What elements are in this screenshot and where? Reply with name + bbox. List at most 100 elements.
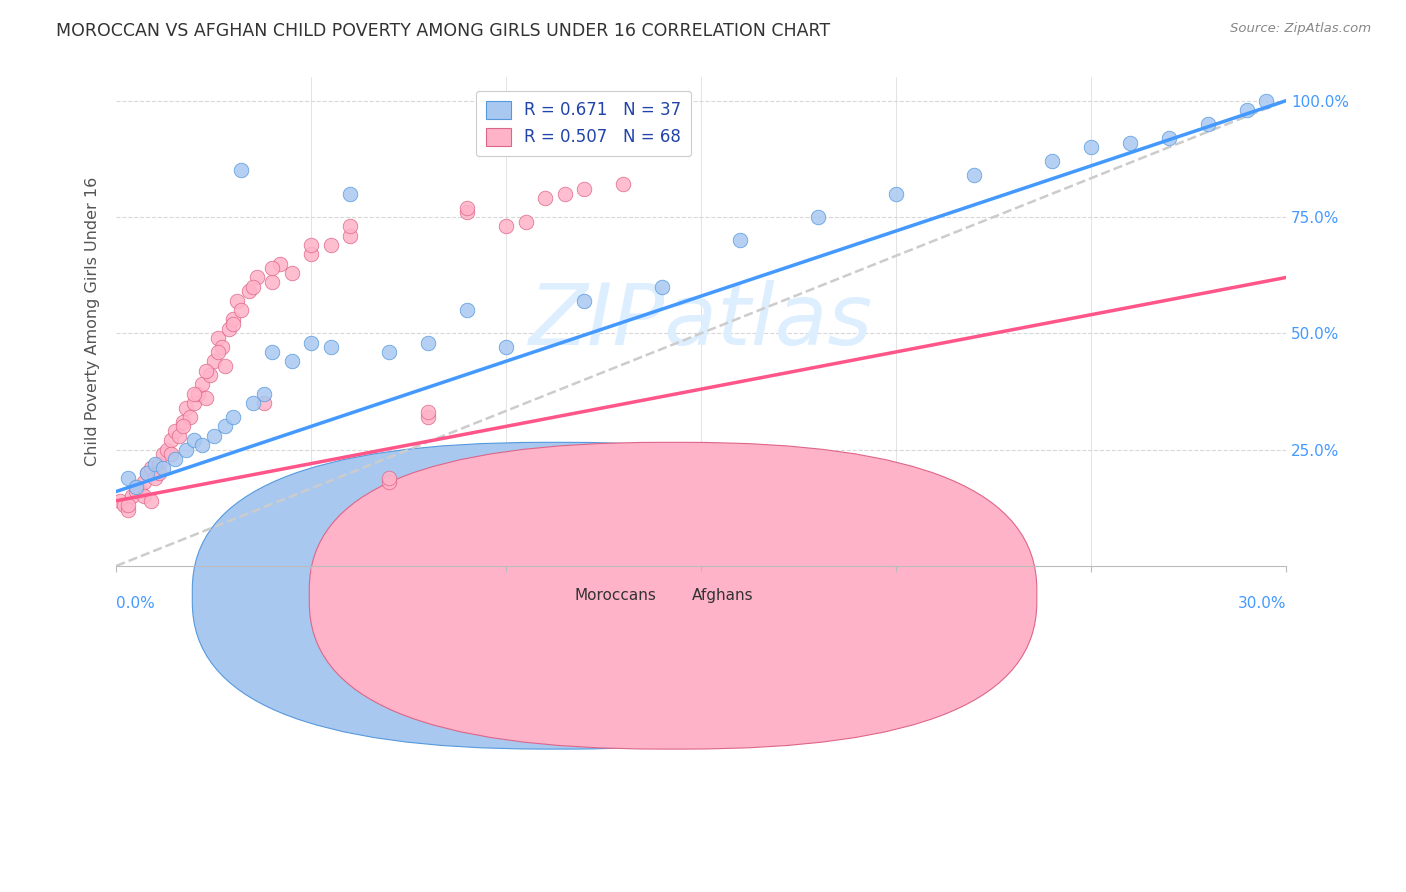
Point: [148, 457, 170, 471]
Point: [191, 438, 214, 452]
Point: [222, 312, 245, 326]
Point: [207, 345, 229, 359]
Point: [143, 470, 166, 484]
Point: [807, 210, 830, 224]
Point: [183, 396, 205, 410]
Point: [651, 280, 673, 294]
Point: [884, 186, 907, 201]
Point: [1236, 103, 1258, 117]
FancyBboxPatch shape: [309, 442, 1036, 749]
Point: [495, 219, 517, 234]
Point: [194, 363, 217, 377]
Point: [172, 419, 194, 434]
Point: [339, 228, 361, 243]
Point: [226, 293, 249, 308]
Point: [299, 247, 322, 261]
Point: [253, 396, 276, 410]
Point: [211, 340, 233, 354]
Point: [456, 201, 478, 215]
Point: [246, 270, 269, 285]
Point: [125, 480, 148, 494]
Point: [418, 410, 440, 425]
Point: [339, 219, 361, 234]
Point: [148, 466, 170, 480]
Point: [194, 392, 217, 406]
Point: [141, 461, 163, 475]
Point: [242, 280, 264, 294]
Point: [214, 419, 236, 434]
Point: [222, 317, 245, 331]
Point: [515, 214, 537, 228]
Point: [156, 442, 179, 457]
Point: [167, 428, 190, 442]
Point: [214, 359, 236, 373]
Point: [1157, 131, 1180, 145]
Point: [179, 410, 201, 425]
Point: [112, 499, 135, 513]
Point: [262, 345, 284, 359]
Point: [125, 484, 148, 499]
Point: [1080, 140, 1102, 154]
Point: [143, 457, 166, 471]
Point: [218, 321, 240, 335]
Point: [418, 335, 440, 350]
Point: [128, 484, 150, 499]
Point: [117, 499, 139, 513]
Point: [339, 186, 361, 201]
Text: MOROCCAN VS AFGHAN CHILD POVERTY AMONG GIRLS UNDER 16 CORRELATION CHART: MOROCCAN VS AFGHAN CHILD POVERTY AMONG G…: [56, 22, 831, 40]
Point: [253, 386, 276, 401]
Point: [378, 475, 401, 490]
Point: [1197, 117, 1219, 131]
Point: [160, 447, 183, 461]
Point: [117, 470, 139, 484]
Point: [242, 396, 264, 410]
FancyBboxPatch shape: [193, 442, 920, 749]
Point: [229, 303, 252, 318]
Text: Afghans: Afghans: [692, 588, 754, 603]
Point: [202, 428, 225, 442]
Point: [160, 434, 183, 448]
Point: [202, 354, 225, 368]
Point: [572, 182, 595, 196]
Point: [262, 275, 284, 289]
Point: [1256, 94, 1278, 108]
Point: [319, 340, 342, 354]
Point: [108, 493, 131, 508]
Point: [238, 285, 260, 299]
Point: [141, 493, 163, 508]
Point: [191, 377, 214, 392]
Point: [132, 475, 155, 490]
Point: [207, 331, 229, 345]
Point: [176, 442, 198, 457]
Point: [1040, 154, 1063, 169]
Point: [125, 480, 148, 494]
Text: 0.0%: 0.0%: [117, 596, 155, 611]
Point: [963, 168, 986, 182]
Point: [280, 266, 302, 280]
Point: [299, 335, 322, 350]
Point: [152, 461, 174, 475]
Point: [534, 191, 557, 205]
Point: [152, 447, 174, 461]
Point: [136, 466, 159, 480]
Point: [187, 386, 209, 401]
Point: [183, 386, 205, 401]
Point: [132, 489, 155, 503]
Point: [229, 163, 252, 178]
Point: [572, 293, 595, 308]
Point: [198, 368, 221, 383]
Point: [495, 340, 517, 354]
Point: [183, 434, 205, 448]
Point: [612, 178, 634, 192]
Point: [1119, 136, 1142, 150]
Point: [117, 503, 139, 517]
Point: [378, 345, 401, 359]
Point: [554, 186, 576, 201]
Point: [378, 470, 401, 484]
Y-axis label: Child Poverty Among Girls Under 16: Child Poverty Among Girls Under 16: [86, 177, 100, 467]
Text: Moroccans: Moroccans: [575, 588, 657, 603]
Point: [319, 238, 342, 252]
Point: [280, 354, 302, 368]
Point: [176, 401, 198, 415]
Point: [269, 256, 291, 270]
